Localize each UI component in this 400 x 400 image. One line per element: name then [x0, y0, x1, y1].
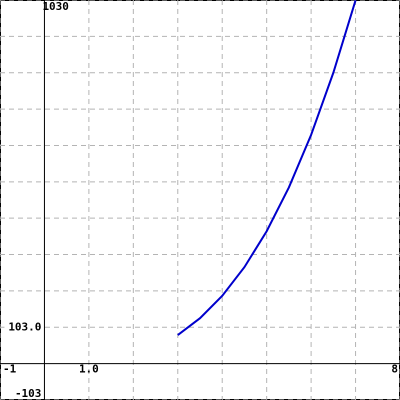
- label-background: [4, 321, 41, 334]
- x-tick-label: -1: [3, 363, 17, 376]
- y-tick-label: 1030: [42, 0, 69, 13]
- x-tick-label: 1.0: [79, 363, 99, 376]
- x-tick-label: 8: [391, 363, 398, 376]
- y-tick-label: -103: [15, 387, 42, 400]
- y-tick-label: 103.0: [8, 320, 41, 333]
- curve: [177, 0, 357, 336]
